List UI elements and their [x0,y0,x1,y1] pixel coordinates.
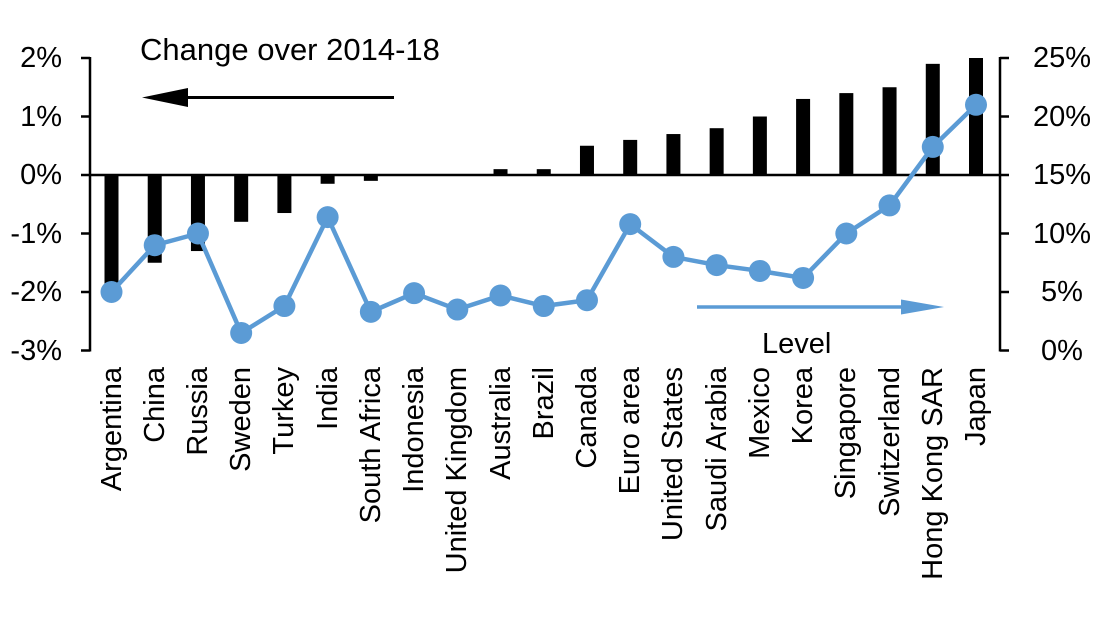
x-label-canada: Canada [570,367,603,469]
level-dot-brazil [532,295,555,318]
left-axis-label--3-: -3% [10,334,62,367]
level-dot-canada [575,289,598,312]
x-label-japan: Japan [960,367,992,447]
level-dot-korea [792,266,815,289]
right-axis-label-15-: 15% [1032,159,1092,191]
bar-japan [969,58,983,175]
level-dot-australia [489,284,512,307]
level-dot-japan [965,93,987,116]
left-axis-label--1-: -1% [10,217,62,250]
x-label-united-kingdom: United Kingdom [441,367,474,574]
bar-india [320,175,335,184]
x-label-australia: Australia [484,367,517,480]
bar-argentina [104,175,119,292]
x-label-hong-kong-sar: Hong Kong SAR [916,367,949,580]
x-label-china: China [138,367,171,443]
bar-south-africa [363,175,378,181]
level-dot-china [143,234,166,257]
bar-sweden [234,175,249,222]
level-dot-turkey [273,295,296,318]
right-axis-label-20-: 20% [1032,100,1092,133]
x-label-sweden: Sweden [225,367,258,472]
bar-euro-area [623,139,638,175]
level-dot-saudi-arabia [705,254,728,277]
bar-turkey [277,175,292,214]
bar-series-annotation: Change over 2014-18 [140,32,440,67]
x-label-south-africa: South Africa [354,367,387,524]
bar-brazil [536,169,551,175]
right-axis-label-25-: 25% [1032,42,1092,74]
right-axis-label-5-: 5% [1041,276,1083,308]
level-dot-switzerland [878,194,901,217]
left-axis-label-2-: 2% [20,42,62,74]
level-dot-hong-kong-sar [921,135,944,158]
x-label-korea: Korea [787,367,820,445]
level-dot-india [316,206,339,229]
level-dot-mexico [748,259,771,282]
bar-hong-kong-sar [925,63,940,175]
level-dot-euro-area [619,213,642,236]
bar-korea [796,98,811,175]
right-axis-label-10-: 10% [1032,217,1092,250]
level-arrow-head-right [901,299,944,315]
x-label-mexico: Mexico [743,367,776,459]
level-dot-south-africa [359,300,382,323]
bar-mexico [752,116,767,175]
bar-australia [493,169,508,175]
change-arrow-head-left [142,88,188,107]
level-dot-united-kingdom [446,298,469,321]
x-label-turkey: Turkey [268,367,301,455]
x-label-euro-area: Euro area [614,367,647,495]
x-label-brazil: Brazil [527,367,560,440]
bar-switzerland [882,87,897,175]
x-label-united-states: United States [657,367,690,542]
x-label-russia: Russia [181,367,214,456]
left-axis-label-1-: 1% [20,100,62,133]
x-label-singapore: Singapore [830,367,863,500]
left-axis-label--2-: -2% [10,276,62,308]
bar-canada [579,145,594,175]
bar-united-states [666,134,681,175]
level-dot-united-states [662,245,685,268]
x-label-india: India [311,367,344,430]
x-label-switzerland: Switzerland [873,367,906,517]
left-axis-label-0-: 0% [20,159,62,191]
right-axis-label-0-: 0% [1041,334,1083,367]
line-series-annotation: Level [762,328,832,360]
bar-singapore [839,93,854,175]
x-label-saudi-arabia: Saudi Arabia [700,367,733,532]
level-dot-sweden [230,321,253,344]
level-dot-indonesia [403,282,426,305]
level-dot-singapore [835,222,858,245]
x-label-indonesia: Indonesia [398,367,431,493]
bar-saudi-arabia [709,128,724,175]
level-dot-russia [186,222,209,245]
level-dot-argentina [100,281,123,303]
x-label-argentina: Argentina [95,367,128,492]
